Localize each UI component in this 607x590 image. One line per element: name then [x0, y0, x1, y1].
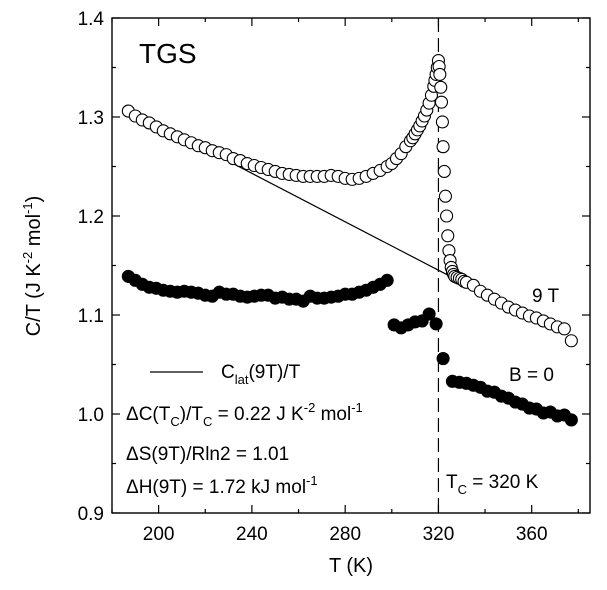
series-9t [121, 54, 578, 348]
legend-lattice-sub: lat [235, 372, 249, 387]
x-axis-title: T (K) [329, 555, 373, 577]
delta-c-sup1: -2 [304, 400, 316, 415]
y-axis-title-mid: mol [23, 214, 45, 252]
series-b0 [121, 269, 578, 427]
data-point-9t [557, 322, 571, 336]
y-axis-title: C/T (J K-2 mol-1) [20, 196, 45, 337]
legend-lattice-main: C [221, 362, 235, 383]
y-tick-label: 0.9 [78, 504, 104, 525]
y-axis-title-sup2: -1 [20, 202, 35, 214]
annotation-delta-h: ΔH(9T) = 1.72 kJ mol-1 [126, 473, 318, 498]
lattice-fit-line [221, 157, 463, 283]
delta-c-mol: mol [315, 404, 351, 425]
tc-main: T [446, 472, 458, 493]
x-tick-label: 240 [236, 524, 268, 545]
legend-lattice-rest: (9T)/T [248, 362, 300, 383]
data-point-9t [436, 140, 450, 154]
y-axis-title-end: ) [23, 196, 45, 203]
y-tick-label: 1.1 [78, 306, 104, 327]
y-tick-label: 1.3 [78, 108, 104, 129]
data-point-b0 [564, 413, 578, 427]
axis-tick-labels: 200 240 280 320 360 0.9 1.0 1.1 1.2 1.3 1.4 [78, 9, 548, 545]
annotation-tc: TC = 320 K [446, 472, 539, 497]
data-point-9t [441, 229, 455, 243]
annotation-delta-s: ΔS(9T)/Rln2 = 1.01 [126, 444, 289, 465]
data-point-9t [434, 95, 449, 109]
delta-c-sub: C [170, 414, 179, 429]
annotation-9t: 9 T [532, 286, 560, 307]
data-point-9t [564, 334, 578, 348]
annotation-b0: B = 0 [509, 365, 554, 386]
annotation-delta-c: ΔC(TC)/TC = 0.22 J K-2 mol-1 [126, 400, 363, 429]
tc-val: = 320 K [467, 472, 539, 493]
data-point-9t [440, 209, 454, 223]
legend-lattice-label: Clat(9T)/T [221, 362, 301, 387]
x-tick-label: 200 [143, 524, 175, 545]
x-tick-label: 360 [516, 524, 548, 545]
data-point-9t [438, 189, 452, 203]
x-tick-label: 320 [423, 524, 455, 545]
delta-c-val: = 0.22 J K [212, 404, 304, 425]
delta-c-sup2: -1 [351, 400, 363, 415]
data-point-9t [437, 164, 451, 178]
plot-frame [111, 17, 591, 514]
data-point-9t [433, 67, 447, 81]
data-point-b0 [422, 307, 436, 321]
data-point-9t [434, 80, 448, 94]
delta-c-sub2: C [203, 414, 212, 429]
y-tick-label: 1.4 [78, 9, 105, 30]
data-point-b0 [436, 352, 450, 366]
chart-title: TGS [139, 38, 197, 69]
legend: Clat(9T)/T [150, 362, 301, 387]
plot-area-border [111, 17, 591, 514]
axis-ticks [111, 17, 590, 514]
data-point-b0 [429, 317, 443, 331]
y-axis-title-sup1: -2 [20, 252, 35, 264]
delta-h-sup: -1 [306, 473, 318, 488]
delta-c-main: ΔC(T [126, 404, 171, 425]
tc-sub: C [458, 482, 467, 497]
x-tick-label: 280 [329, 524, 361, 545]
data-point-b0 [380, 273, 394, 287]
delta-h-main: ΔH(9T) = 1.72 kJ mol [126, 477, 306, 498]
y-tick-label: 1.2 [78, 207, 104, 228]
delta-c-mid: )/T [180, 404, 204, 425]
y-axis-title-main: C/T (J K [23, 263, 45, 337]
data-point-9t [435, 115, 449, 129]
y-tick-label: 1.0 [78, 405, 104, 426]
